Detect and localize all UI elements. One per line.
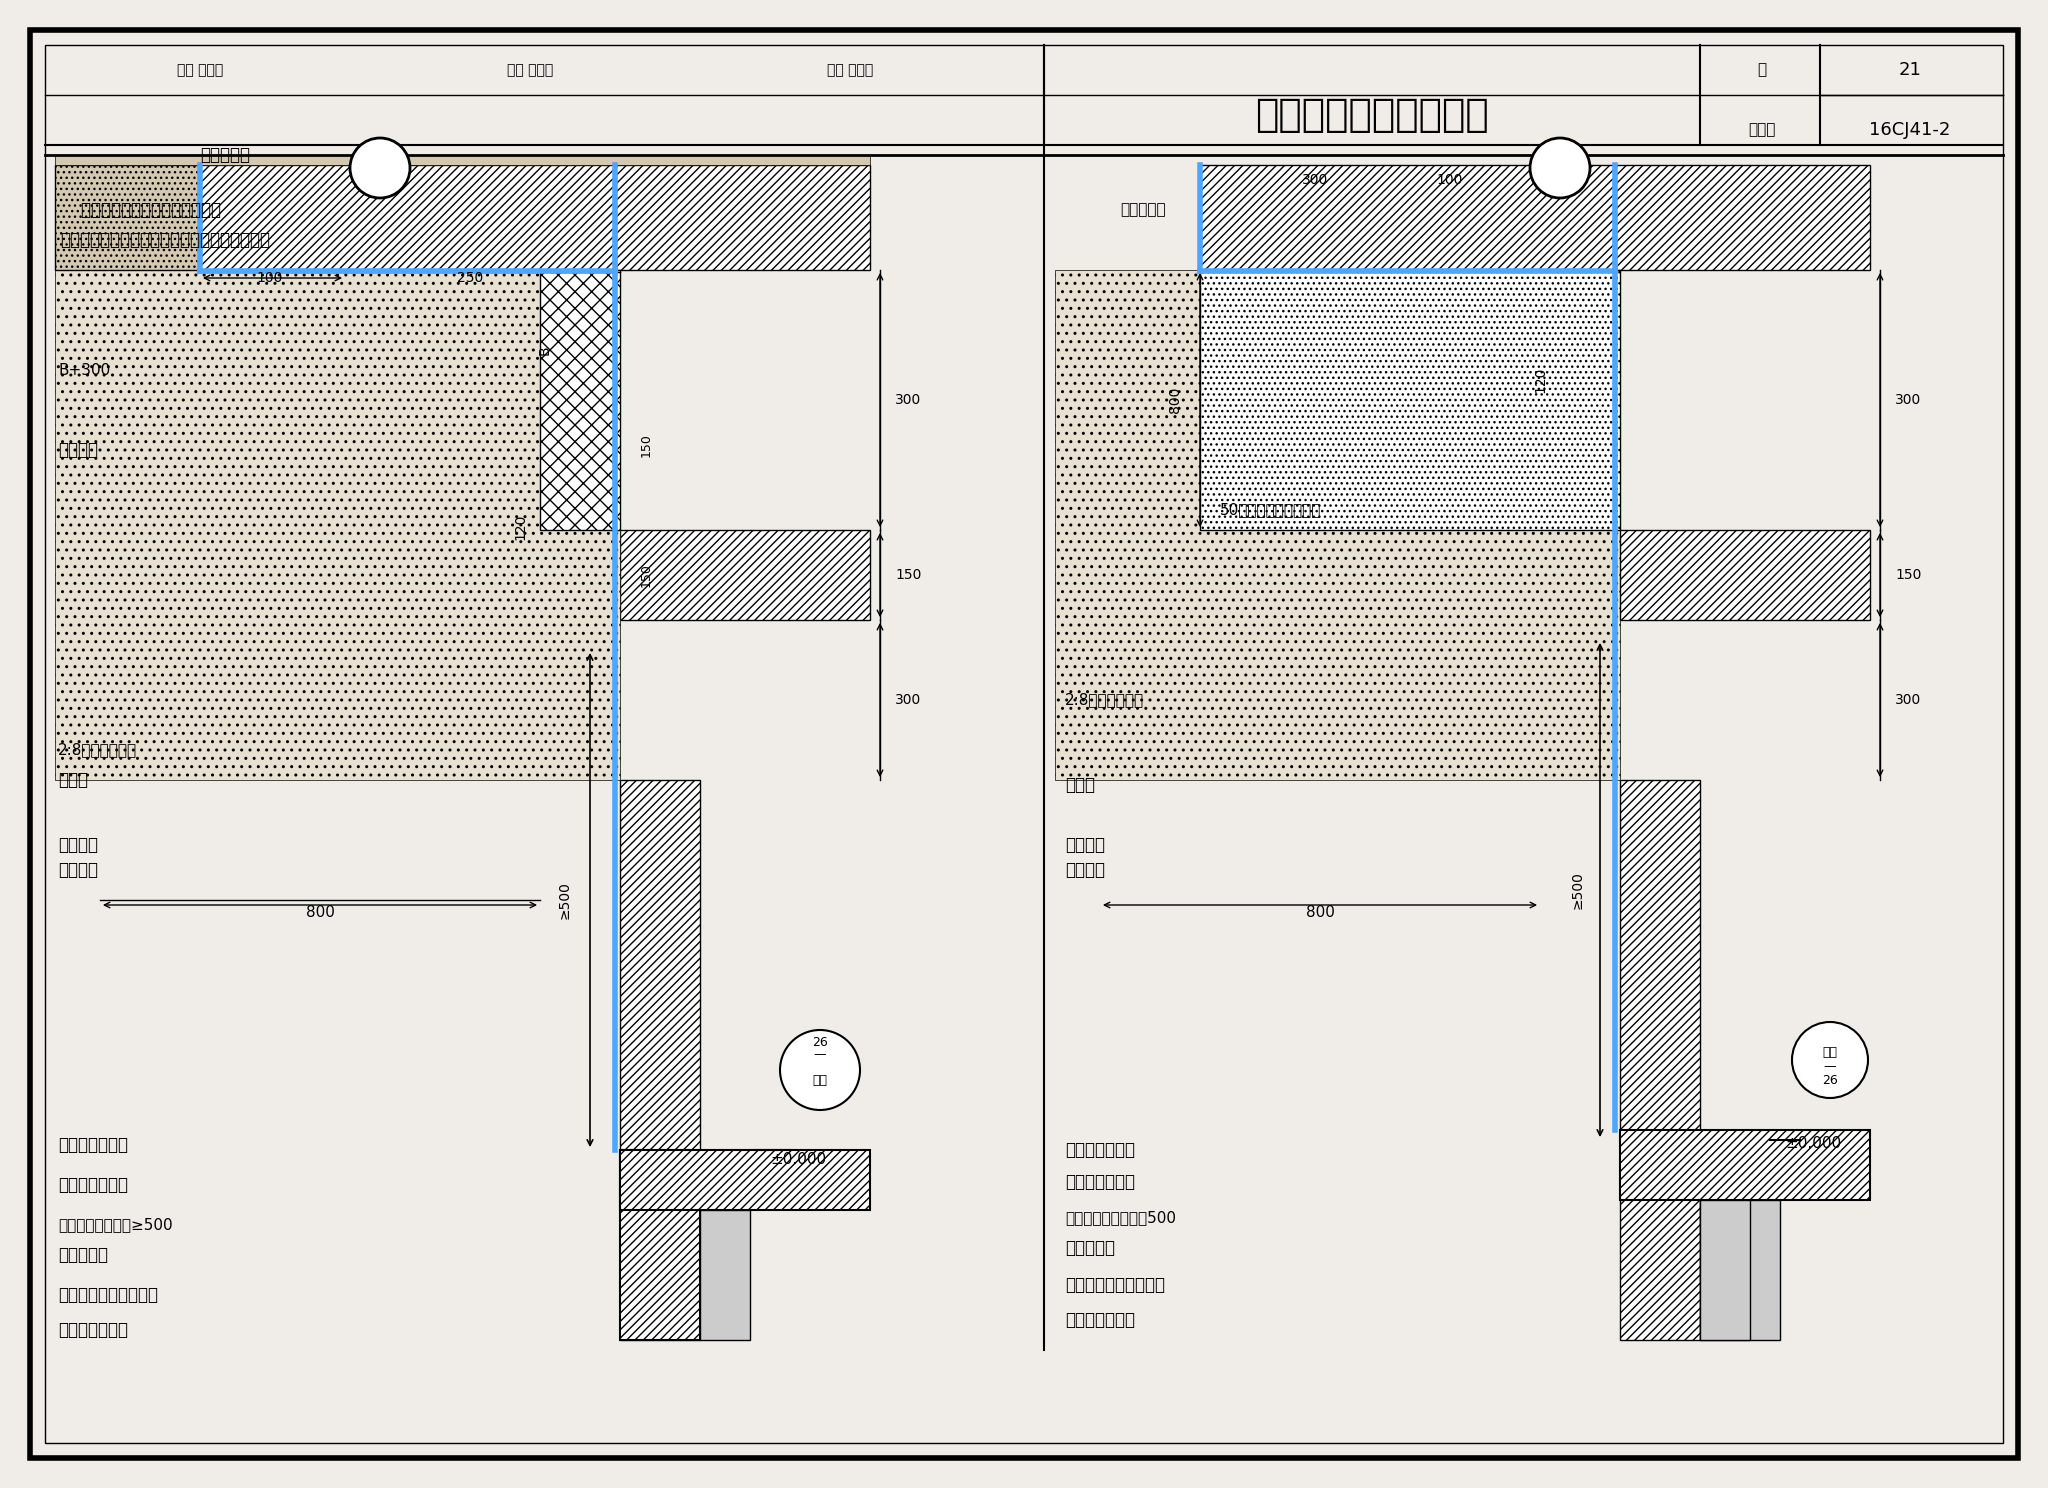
Text: ≥500: ≥500	[557, 881, 571, 920]
Text: 800: 800	[1167, 387, 1182, 414]
Text: 外墙面层及楼层: 外墙面层及楼层	[57, 1321, 129, 1339]
Circle shape	[780, 1030, 860, 1110]
Polygon shape	[1620, 1129, 1870, 1199]
Text: 见具体工程设计: 见具体工程设计	[57, 1135, 129, 1155]
Text: 图集号: 图集号	[1749, 122, 1776, 137]
Text: 收头: 收头	[813, 1073, 827, 1086]
Text: ≥500: ≥500	[1571, 870, 1585, 909]
Text: 26: 26	[1823, 1073, 1837, 1086]
Polygon shape	[700, 1210, 750, 1341]
Text: 21: 21	[1898, 61, 1921, 79]
Text: 保护砖墙: 保护砖墙	[57, 440, 98, 458]
Polygon shape	[1700, 1199, 1780, 1341]
Text: 26: 26	[813, 1036, 827, 1049]
Circle shape	[350, 138, 410, 198]
Circle shape	[1792, 1022, 1868, 1098]
Text: 高度至距室外地坪≥500: 高度至距室外地坪≥500	[57, 1217, 172, 1232]
Text: 150: 150	[1894, 568, 1921, 582]
Text: 外墙外保温见具体设计: 外墙外保温见具体设计	[1065, 1277, 1165, 1295]
Text: 300: 300	[895, 393, 922, 408]
Polygon shape	[621, 780, 700, 1341]
Text: 见具体工程设计: 见具体工程设计	[1065, 1141, 1135, 1159]
Text: ±0.000: ±0.000	[1786, 1135, 1841, 1150]
Text: 分层夯实: 分层夯实	[57, 836, 98, 854]
Text: B+300: B+300	[57, 363, 111, 378]
Circle shape	[1530, 138, 1589, 198]
Text: ±0.000: ±0.000	[770, 1153, 825, 1168]
Text: 150: 150	[895, 568, 922, 582]
Text: B: B	[539, 345, 553, 354]
Polygon shape	[55, 269, 621, 780]
Polygon shape	[1200, 269, 1620, 530]
Text: 300: 300	[895, 693, 922, 707]
Text: 800: 800	[1305, 905, 1335, 920]
Polygon shape	[621, 1150, 870, 1210]
Text: 设计 焦冀曾: 设计 焦冀曾	[827, 62, 872, 77]
Text: 分层夯实: 分层夯实	[1065, 836, 1106, 854]
Text: 250: 250	[457, 271, 483, 286]
Text: 收头: 收头	[1823, 1046, 1837, 1058]
Text: 120: 120	[512, 513, 526, 540]
Text: 附加防水层: 附加防水层	[1065, 1240, 1114, 1257]
Text: 16CJ41-2: 16CJ41-2	[1870, 121, 1950, 138]
Text: 外墙面层及楼层: 外墙面层及楼层	[1065, 1311, 1135, 1329]
Text: 250: 250	[1532, 173, 1559, 187]
Polygon shape	[1700, 1199, 1749, 1341]
Polygon shape	[621, 1150, 700, 1341]
Text: 迎水面: 迎水面	[1065, 777, 1096, 795]
Text: 散水见具体工程: 散水见具体工程	[57, 1176, 129, 1193]
Polygon shape	[55, 155, 870, 165]
Polygon shape	[1200, 165, 1870, 269]
Text: 300: 300	[1894, 693, 1921, 707]
Text: —: —	[1825, 1061, 1837, 1073]
Text: 300: 300	[1303, 173, 1327, 187]
Text: 附加防水层: 附加防水层	[57, 1245, 109, 1263]
Text: 800: 800	[305, 905, 334, 920]
Text: 砖保护墙部分：卷材外防内贴。: 砖保护墙部分：卷材外防内贴。	[59, 201, 221, 219]
Text: 50厚细石混凝土保护层: 50厚细石混凝土保护层	[1221, 503, 1321, 518]
Text: 审核 张雪岩: 审核 张雪岩	[176, 62, 223, 77]
Text: 100: 100	[256, 271, 283, 286]
Text: —: —	[813, 1049, 825, 1061]
Text: 外墙外保温见具体设计: 外墙外保温见具体设计	[57, 1286, 158, 1303]
Polygon shape	[1620, 530, 1870, 620]
Text: 防水加强层: 防水加强层	[201, 146, 250, 164]
Text: 2:8灰土分层夯实: 2:8灰土分层夯实	[1065, 692, 1145, 707]
Text: 150: 150	[641, 433, 653, 457]
Polygon shape	[541, 269, 621, 530]
Text: ②: ②	[1550, 158, 1569, 179]
Polygon shape	[621, 530, 870, 620]
Text: 迎水面: 迎水面	[57, 771, 88, 789]
Text: 素土回填: 素土回填	[1065, 862, 1106, 879]
Polygon shape	[201, 165, 870, 269]
Text: 2:8灰土分层夯实: 2:8灰土分层夯实	[57, 743, 137, 757]
Text: 150: 150	[641, 562, 653, 586]
Text: 散水见具体工程: 散水见具体工程	[1065, 1173, 1135, 1190]
Text: 120: 120	[1534, 368, 1546, 393]
Text: 校对 张雪松: 校对 张雪松	[506, 62, 553, 77]
Text: 300: 300	[1894, 393, 1921, 408]
Text: 防水加墙层: 防水加墙层	[1120, 202, 1165, 217]
Polygon shape	[1055, 269, 1620, 780]
Text: 页: 页	[1757, 62, 1767, 77]
Text: 地下工程防水节点大样: 地下工程防水节点大样	[1255, 97, 1489, 134]
Text: 素土回填: 素土回填	[57, 862, 98, 879]
Text: 注：底板、砖保护墙以上外墙：卷材外防外贴；: 注：底板、砖保护墙以上外墙：卷材外防外贴；	[59, 231, 270, 248]
Text: 高度至距室外地坪＞500: 高度至距室外地坪＞500	[1065, 1211, 1176, 1226]
Text: 100: 100	[1438, 173, 1462, 187]
Polygon shape	[1620, 780, 1700, 1341]
Text: ①: ①	[371, 158, 389, 179]
Polygon shape	[55, 165, 201, 269]
